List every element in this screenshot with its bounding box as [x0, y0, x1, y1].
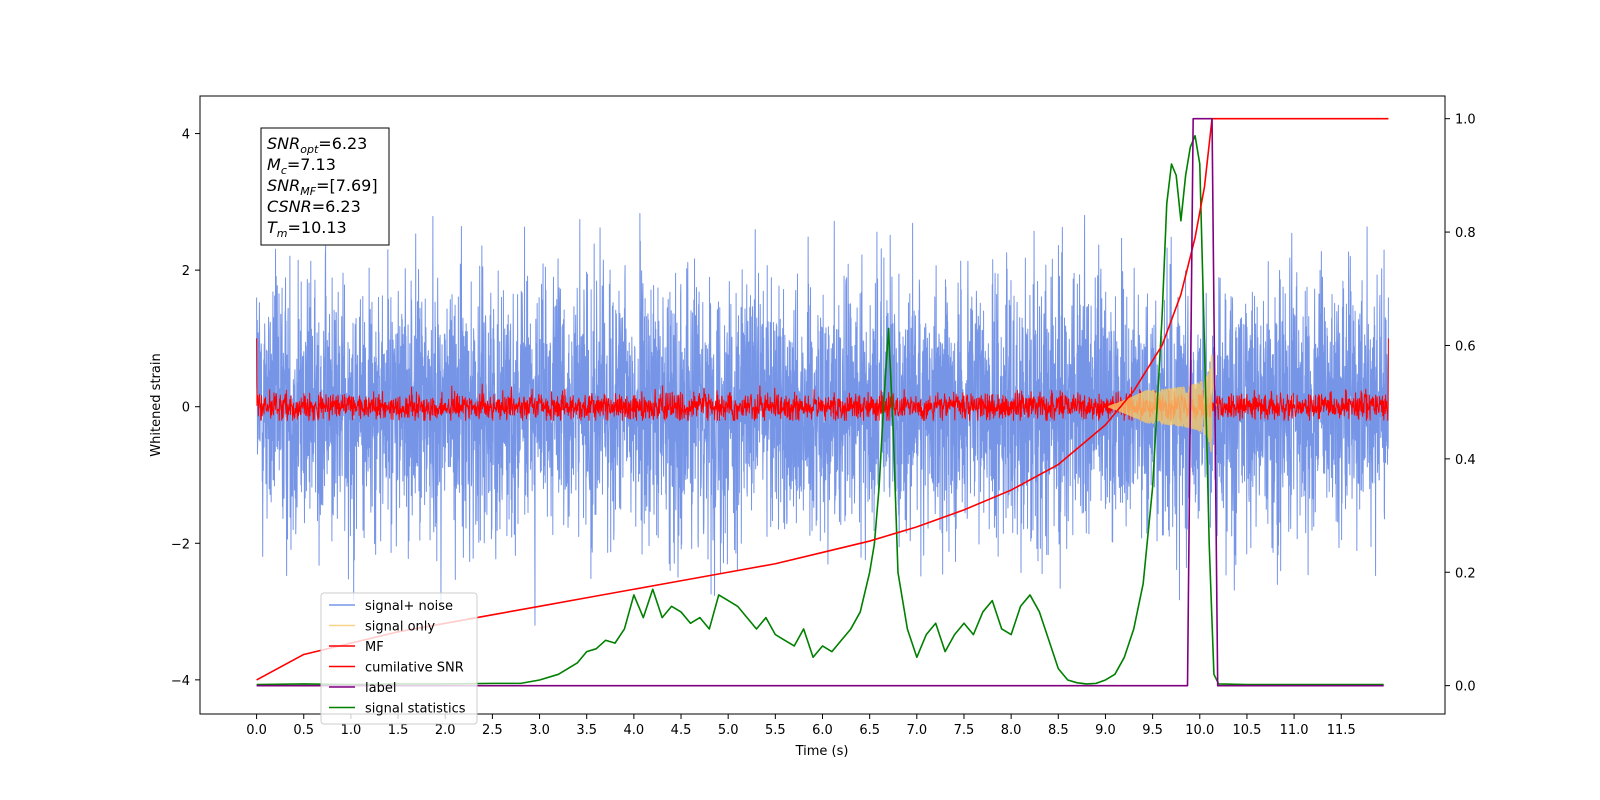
x-tick-label: 2.5: [482, 723, 503, 738]
y-right-tick-label: 0.8: [1455, 226, 1476, 241]
y-right-tick-label: 0.0: [1455, 680, 1476, 695]
x-tick-label: 5.0: [718, 723, 739, 738]
y-tick-label: −4: [171, 674, 190, 689]
x-tick-label: 1.0: [341, 723, 362, 738]
legend-frame: [320, 592, 478, 725]
x-tick-label: 0.0: [246, 723, 267, 738]
annotation-line: SNRopt=6.23: [267, 134, 367, 156]
annotation-line: Mc=7.13: [267, 155, 336, 177]
legend-label-signal-only: signal only: [365, 620, 435, 635]
x-tick-label: 5.5: [765, 723, 786, 738]
x-tick-label: 1.5: [388, 723, 409, 738]
x-tick-label: 9.0: [1095, 723, 1116, 738]
x-tick-label: 0.5: [293, 723, 314, 738]
x-tick-label: 11.5: [1327, 723, 1356, 738]
y-axis-right: 0.0 0.2 0.4 0.6 0.8 1.0: [1445, 113, 1476, 695]
x-tick-label: 3.5: [576, 723, 597, 738]
x-tick-label: 10.5: [1232, 723, 1261, 738]
x-tick-label: 10.0: [1185, 723, 1214, 738]
series-label: [256, 117, 1384, 687]
legend-label-signal-noise: signal+ noise: [365, 599, 453, 614]
x-tick-label: 6.0: [812, 723, 833, 738]
y-right-tick-label: 0.6: [1455, 339, 1476, 354]
x-tick-label: 6.5: [859, 723, 880, 738]
series-layer: [256, 117, 1389, 687]
legend-label-signal-statistics: signal statistics: [365, 702, 466, 717]
x-tick-label: 7.0: [906, 723, 927, 738]
y-right-tick-label: 0.2: [1455, 566, 1476, 581]
x-axis: 0.0 0.5 1.0 1.5 2.0 2.5 3.0 3.5 4.0 4.5 5.0 5.5 6.0 6…: [246, 714, 1356, 738]
annotation-line: Tm=10.13: [267, 218, 347, 240]
y-right-tick-label: 1.0: [1455, 113, 1476, 128]
x-tick-label: 3.0: [529, 723, 550, 738]
x-tick-label: 9.5: [1142, 723, 1163, 738]
x-tick-label: 4.0: [624, 723, 645, 738]
x-tick-label: 2.0: [435, 723, 456, 738]
y-tick-label: 2: [182, 264, 190, 279]
series-signal-statistics: [256, 134, 1384, 686]
legend-label-mf: MF: [365, 640, 384, 655]
annotation-line: SNRMF=[7.69]: [267, 176, 378, 198]
legend-label-label: label: [365, 681, 396, 696]
y-tick-label: 4: [182, 128, 190, 143]
y-axis-left: −4 −2 0 2 4: [171, 128, 200, 689]
annotation-frame: [260, 127, 390, 246]
series-signal-only: [1107, 354, 1218, 453]
y-axis-label: Whitened strain: [149, 353, 164, 456]
x-tick-label: 8.0: [1001, 723, 1022, 738]
y-tick-label: 0: [182, 401, 190, 416]
legend-label-cumilative-snr: cumilative SNR: [365, 661, 464, 676]
x-tick-label: 8.5: [1048, 723, 1069, 738]
legend: signal+ noise signal only MF cumilative SNR…: [320, 592, 478, 725]
x-axis-label: Time (s): [795, 744, 849, 759]
x-tick-label: 4.5: [671, 723, 692, 738]
annotation-line: CSNR=6.23: [267, 197, 361, 216]
x-tick-label: 11.0: [1280, 723, 1309, 738]
x-tick-label: 7.5: [954, 723, 975, 738]
y-tick-label: −2: [171, 537, 190, 552]
y-right-tick-label: 0.4: [1455, 453, 1476, 468]
